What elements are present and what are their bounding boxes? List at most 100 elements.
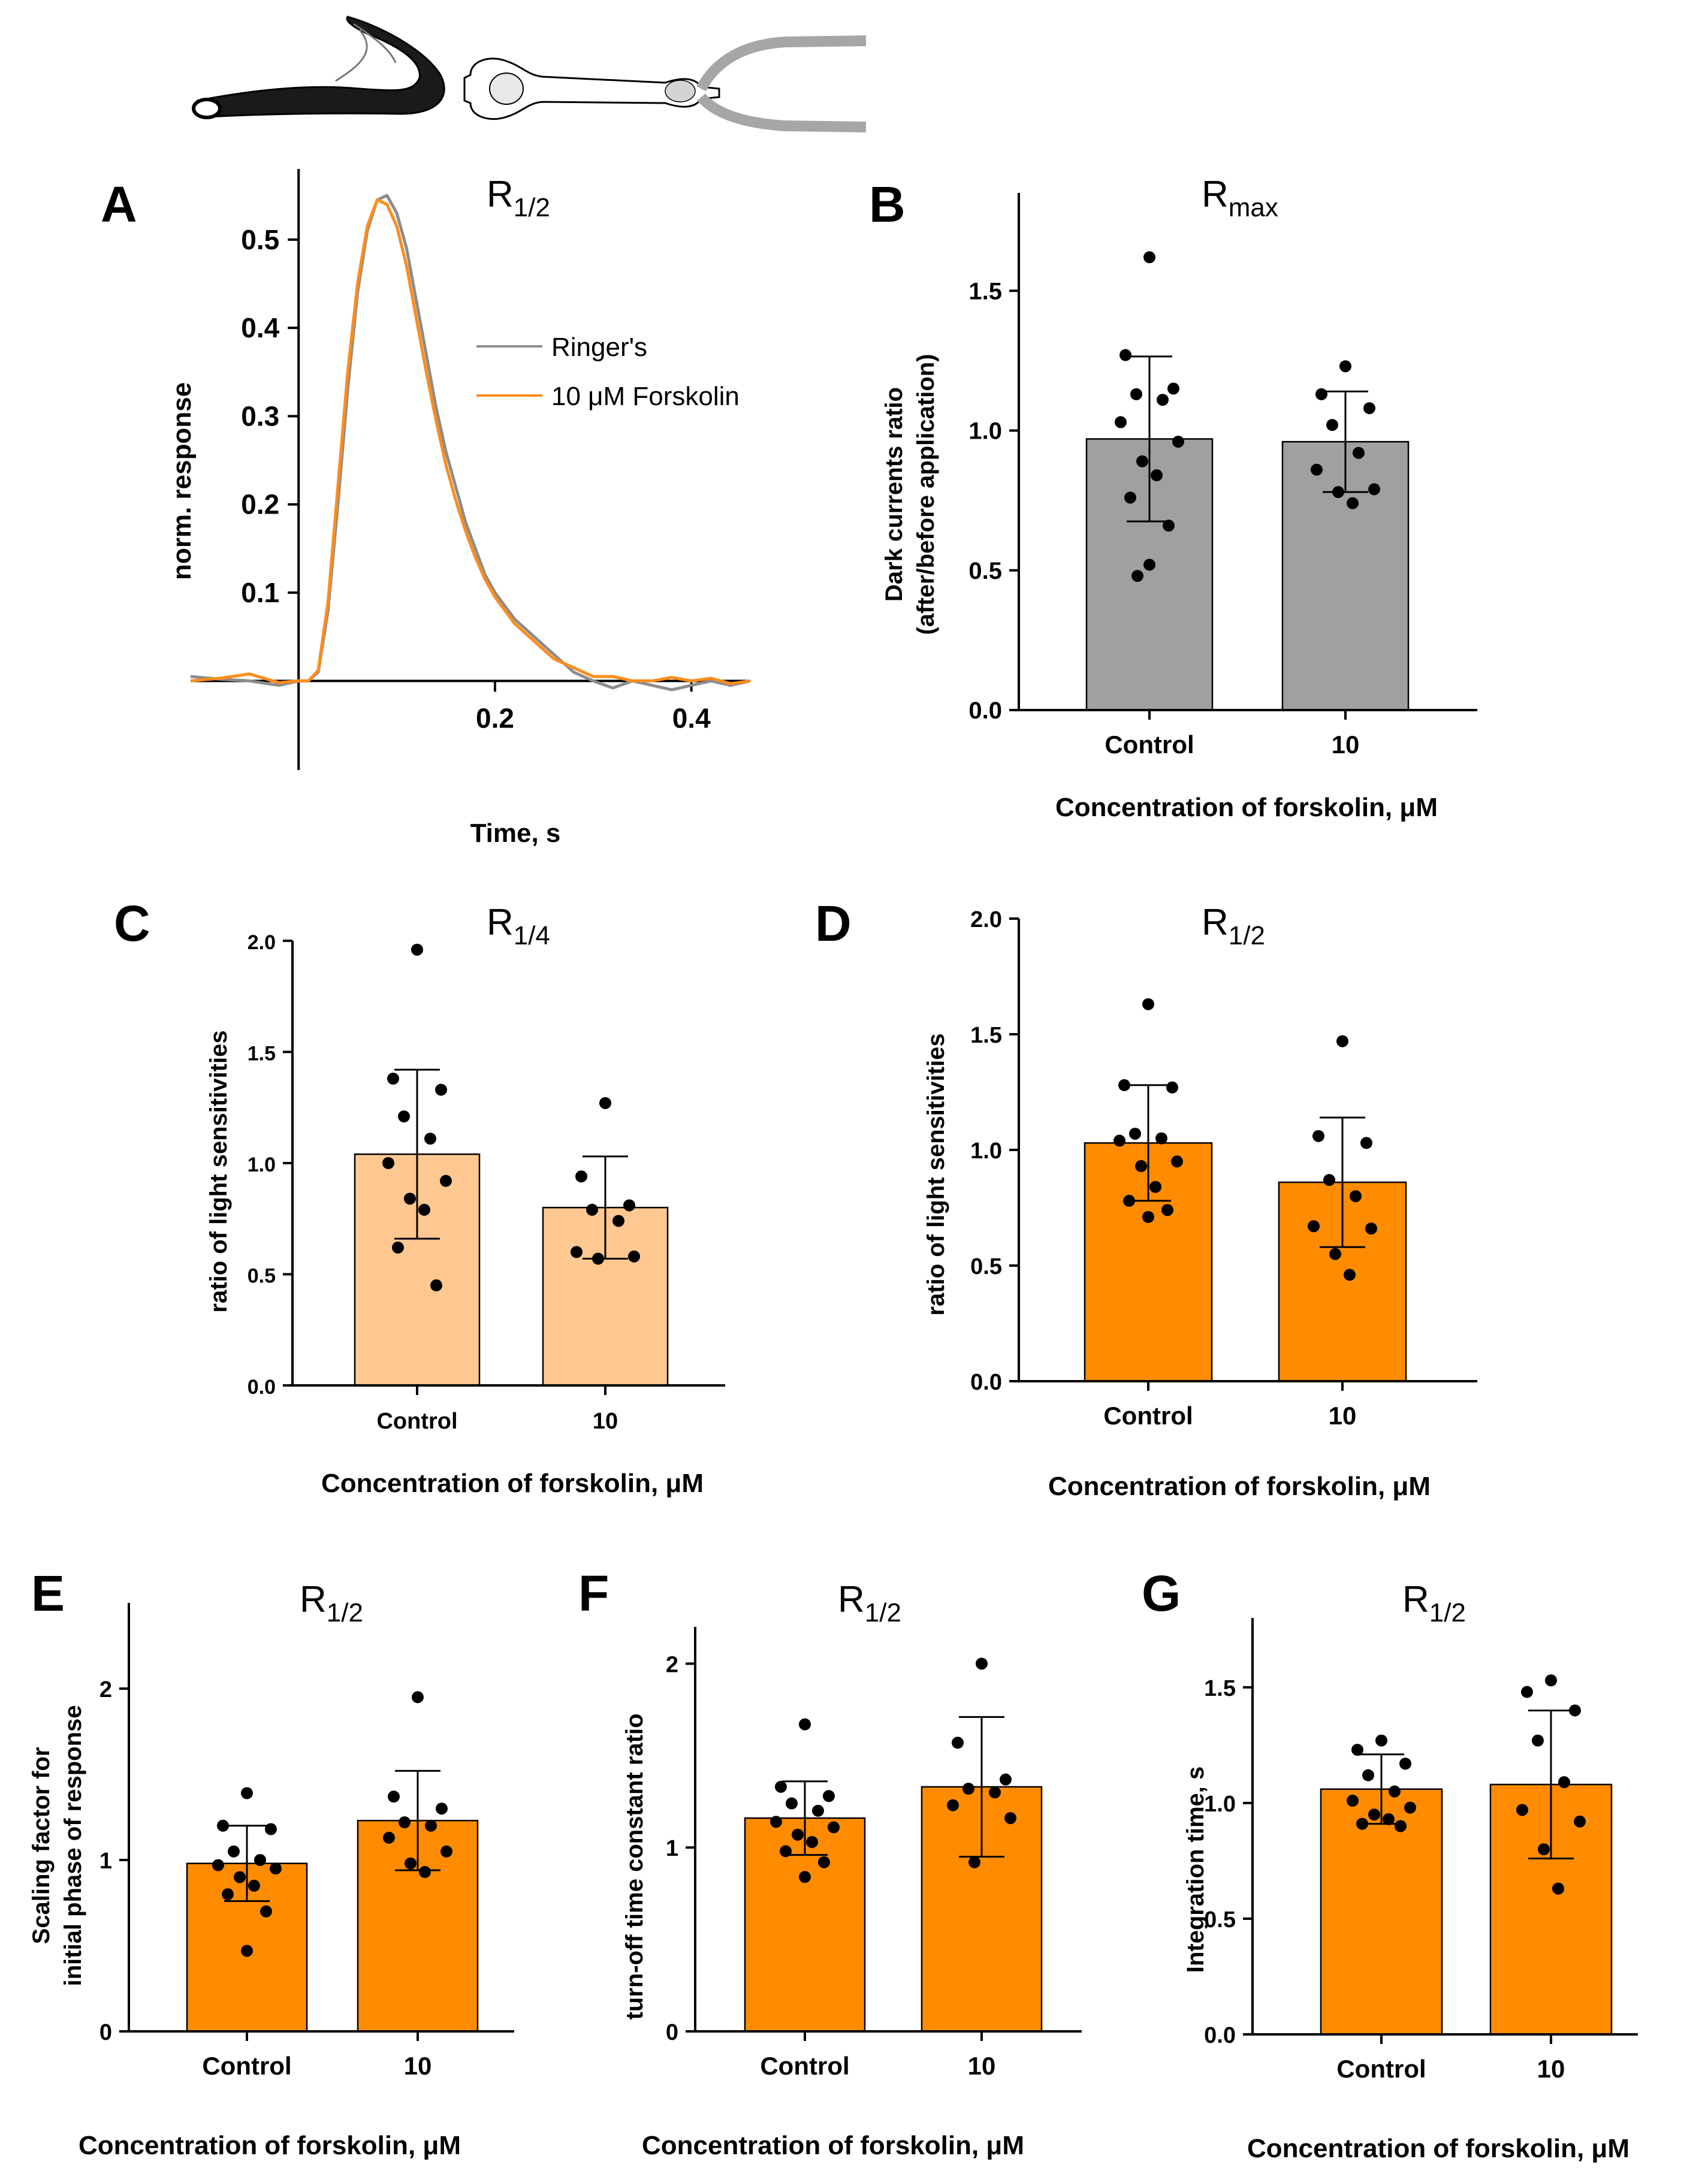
- panel-c-light-sensitivity-quarter: C R1/4 0.0 0.5 1.0 1.5 2.0 Control 10 Concent…: [114, 895, 725, 1498]
- panel-e-y-tick-label: 1: [99, 1849, 112, 1874]
- panel-f-turn-off-time-constant: F R1/2 0 1 2 Control 10 Concentration of fo…: [578, 1565, 1082, 2160]
- panel-e-data-point: [222, 1888, 234, 1901]
- panel-d-y-tick-label: 2.0: [970, 907, 1002, 932]
- panel-d-x-ticks: Control 10: [1103, 1381, 1356, 1430]
- panel-g-data-point: [1574, 1815, 1586, 1828]
- panel-g-data-point: [1347, 1795, 1359, 1807]
- panel-b-y-ticks: 0.0 0.5 1.0 1.5: [968, 278, 1019, 724]
- panel-f-points: [770, 1657, 1016, 1883]
- panel-d-data-point: [1161, 1204, 1173, 1216]
- panel-g-data-point: [1558, 1776, 1570, 1789]
- panel-c-data-point: [398, 1110, 410, 1123]
- panel-e-x-label: Concentration of forskolin, μM: [79, 2131, 461, 2160]
- panel-a-x-label: Time, s: [470, 819, 561, 848]
- panel-b-y-tick-label: 1.0: [968, 418, 1002, 445]
- panel-g-x-label: Concentration of forskolin, μM: [1247, 2134, 1629, 2163]
- panel-e-data-point: [265, 1823, 277, 1835]
- panel-e-data-point: [412, 1691, 424, 1704]
- panel-d-y-tick-label: 1.0: [970, 1139, 1002, 1164]
- panel-a-y-tick-label: 0.5: [241, 224, 279, 255]
- panel-e-data-point: [388, 1790, 400, 1803]
- panel-f-x-tick-label: Control: [760, 2052, 849, 2080]
- panel-a-y-ticks: 0.1 0.2 0.3 0.4 0.5: [241, 224, 299, 608]
- panel-e-data-point: [228, 1845, 240, 1858]
- panel-f-data-point: [947, 1799, 959, 1811]
- panel-b-data-point: [1151, 469, 1163, 482]
- panel-letter-c: C: [114, 895, 150, 952]
- panel-d-data-point: [1350, 1190, 1362, 1203]
- panel-c-data-point: [599, 1097, 611, 1109]
- panel-b-error-bars: [1127, 355, 1368, 523]
- panel-c-data-point: [575, 1170, 587, 1183]
- panel-f-data-point: [968, 1856, 980, 1868]
- panel-f-data-point: [780, 1845, 792, 1858]
- panel-e-data-point: [419, 1866, 431, 1879]
- panel-letter-d: D: [815, 895, 852, 952]
- panel-d-points: [1113, 998, 1377, 1281]
- panel-c-data-point: [430, 1279, 442, 1292]
- panel-d-y-tick-label: 0.5: [970, 1254, 1002, 1279]
- panel-f-y-tick-label: 2: [666, 1652, 678, 1677]
- panel-d-data-point: [1171, 1155, 1183, 1168]
- panel-e-y-label-2: initial phase of response: [60, 1705, 86, 1986]
- panel-b-data-point: [1368, 483, 1380, 496]
- panel-c-x-ticks: Control 10: [376, 1385, 618, 1434]
- panel-d-data-point: [1360, 1137, 1372, 1149]
- panel-a-y-tick-label: 0.3: [241, 400, 279, 431]
- panel-g-title: R1/2: [1402, 1579, 1466, 1627]
- panel-e-data-point: [270, 1862, 282, 1875]
- panel-a-legend: Ringer's 10 μM Forskolin: [476, 333, 740, 411]
- panel-d-x-tick-label: 10: [1329, 1402, 1357, 1430]
- panel-c-y-tick-label: 1.0: [248, 1154, 276, 1176]
- panel-d-data-point: [1142, 1210, 1154, 1223]
- panel-b-dark-current-ratio: B Rmax 0.0 0.5 1.0 1.5 Control 10 Concentrat…: [869, 174, 1477, 822]
- panel-e-points: [212, 1691, 452, 1957]
- panel-c-data-point: [418, 1203, 430, 1216]
- panel-c-data-point: [623, 1199, 635, 1212]
- panel-f-bars: [744, 1786, 1043, 2033]
- panel-a-traces: [190, 194, 751, 692]
- panel-b-data-point: [1311, 463, 1323, 476]
- panel-e-data-point: [383, 1831, 395, 1844]
- panel-c-data-point: [435, 1083, 447, 1096]
- panel-f-data-point: [806, 1835, 818, 1848]
- panel-f-data-point: [770, 1816, 782, 1828]
- panel-b-data-point: [1353, 446, 1365, 459]
- panel-g-data-point: [1395, 1820, 1407, 1832]
- panel-g-data-point: [1368, 1808, 1380, 1821]
- panel-e-data-point: [217, 1819, 229, 1832]
- panel-e-scaling-factor: E R1/2 0 1 2 Control 10 Concentration of fo…: [28, 1565, 514, 2160]
- panel-c-y-tick-label: 0.0: [248, 1376, 276, 1399]
- panel-a-y-label: norm. response: [167, 382, 197, 580]
- panel-e-y-label: Scaling factor for: [28, 1747, 55, 1944]
- panel-g-bar-control: [1320, 1788, 1443, 2036]
- panel-d-data-point: [1123, 1194, 1135, 1207]
- panel-d-data-point: [1308, 1220, 1320, 1233]
- panel-g-data-point: [1404, 1801, 1416, 1814]
- panel-e-data-point: [234, 1871, 246, 1883]
- panel-g-data-point: [1569, 1704, 1581, 1717]
- panel-g-data-point: [1521, 1686, 1533, 1698]
- panel-e-data-point: [425, 1819, 437, 1832]
- panel-f-y-tick-label: 1: [666, 1836, 678, 1861]
- panel-c-data-point: [571, 1246, 583, 1258]
- panel-c-data-point: [387, 1073, 399, 1085]
- panel-c-data-point: [586, 1203, 598, 1216]
- panel-f-y-ticks: 0 1 2: [666, 1652, 695, 2045]
- panel-c-x-label: Concentration of forskolin, μM: [321, 1469, 704, 1498]
- panel-f-title: R1/2: [838, 1579, 901, 1627]
- panel-g-data-point: [1383, 1813, 1395, 1825]
- panel-d-y-tick-label: 1.5: [970, 1023, 1002, 1048]
- legend-label-forskolin: 10 μM Forskolin: [551, 382, 740, 411]
- panel-b-points: [1115, 251, 1380, 582]
- panel-c-data-point: [382, 1157, 394, 1169]
- illustration: [192, 16, 867, 132]
- panel-c-y-tick-label: 2.0: [248, 931, 276, 954]
- panel-g-x-tick-label: 10: [1537, 2055, 1565, 2083]
- panel-g-data-point: [1545, 1674, 1557, 1687]
- panel-d-data-point: [1149, 1180, 1161, 1193]
- panel-f-data-point: [1000, 1773, 1012, 1786]
- panel-d-data-point: [1166, 1081, 1178, 1094]
- panel-a-y-tick-label: 0.4: [241, 312, 279, 343]
- panel-d-y-tick-label: 0.0: [970, 1370, 1002, 1395]
